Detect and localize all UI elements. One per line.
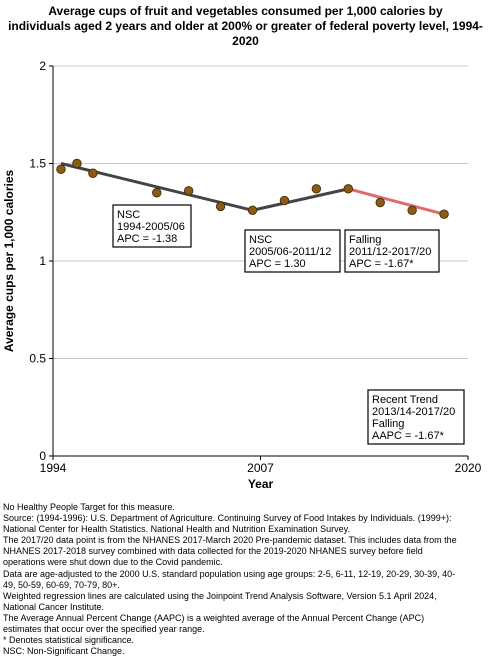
y-tick-label: 1	[39, 254, 46, 268]
annotation-line: Falling	[372, 418, 404, 430]
y-tick-label: 2	[39, 59, 46, 73]
annotation-line: 1994-2005/06	[117, 221, 185, 233]
footnote-line: Weighted regression lines are calculated…	[3, 590, 437, 601]
annotation-line: Recent Trend	[372, 394, 438, 406]
footnote-line: Source: (1994-1996): U.S. Department of …	[3, 513, 452, 524]
y-tick-label: 0	[39, 449, 46, 463]
data-point	[407, 205, 417, 216]
chart-title-line: 2020	[232, 34, 259, 48]
annotation-frame	[112, 204, 192, 248]
trend-line	[252, 187, 349, 212]
chart-title-line: individuals aged 2 years and older at 20…	[8, 19, 483, 33]
annotation-line: 2005/06-2011/12	[249, 246, 331, 258]
footnote-line: No Healthy People Target for this measur…	[3, 502, 175, 512]
annotation-line: AAPC = -1.67*	[372, 430, 445, 442]
annotation-line: APC = -1.38	[117, 233, 177, 245]
footnote-line: NHANES 2017-2018 survey combined with da…	[3, 546, 423, 557]
y-axis-label: Average cups per 1,000 calories	[2, 170, 16, 353]
footnote-line: Data are age-adjusted to the 2000 U.S. s…	[3, 568, 456, 579]
footnote-line: estimates that occur over the specified …	[3, 624, 205, 635]
annotation-line: Falling	[349, 234, 381, 246]
data-point	[72, 158, 82, 169]
annotation-line: NSC	[117, 209, 140, 221]
data-point	[343, 184, 353, 194]
data-point	[375, 197, 385, 208]
data-point	[215, 201, 226, 212]
annotation-line: APC = -1.67*	[349, 258, 414, 270]
line-chart: 0 0.5 1 1.5 2 1994 2007 2020 Average cups per 1…	[2, 59, 482, 491]
chart-title: Average cups of fruit and vegetables con…	[0, 4, 491, 49]
footnote-line: The 2017/20 data point is from the NHANE…	[3, 535, 457, 546]
data-point	[152, 188, 162, 198]
footnote-line: National Center for Health Statistics. N…	[3, 524, 351, 535]
x-tick-label: 2020	[455, 461, 482, 475]
footnote-line: operations were shut down due to the Cov…	[3, 557, 223, 568]
x-tick-label: 1994	[40, 461, 67, 475]
annotation-frame	[244, 229, 341, 273]
annotation-frame	[367, 389, 465, 445]
data-point	[439, 209, 449, 219]
y-tick-label: 0.5	[29, 352, 46, 366]
x-axis-label: Year	[248, 477, 274, 491]
data-point	[88, 168, 98, 178]
axis-ticks: 0 0.5 1 1.5 2 1994 2007 2020	[29, 59, 481, 475]
data-point	[247, 205, 258, 216]
x-tick-label: 2007	[247, 461, 274, 475]
trend-line	[347, 187, 445, 216]
footnote-line: National Cancer Institute.	[3, 601, 105, 612]
annotation-line: NSC	[249, 234, 272, 246]
footnote-line: NSC: Non-Significant Change.	[3, 646, 125, 657]
footnote-line: 49, 50-59, 60-69, 70-79, 80+.	[3, 579, 120, 590]
data-point	[56, 164, 66, 175]
footnote-line: The Average Annual Percent Change (AAPC)…	[3, 612, 425, 623]
data-point	[311, 184, 322, 194]
data-point	[183, 186, 194, 196]
data-points	[56, 158, 449, 219]
footnotes: No Healthy People Target for this measur…	[3, 502, 488, 657]
chart-title-line: Average cups of fruit and vegetables con…	[48, 4, 443, 18]
y-tick-label: 1.5	[29, 157, 46, 171]
annotation-line: 2011/12-2017/20	[349, 246, 431, 258]
data-point	[279, 195, 290, 206]
annotation-line: APC = 1.30	[249, 258, 306, 270]
footnote-line: * Denotes statistical significance.	[3, 635, 135, 646]
annotation-line: 2013/14-2017/20	[372, 406, 455, 418]
annotation-frame	[344, 229, 440, 273]
